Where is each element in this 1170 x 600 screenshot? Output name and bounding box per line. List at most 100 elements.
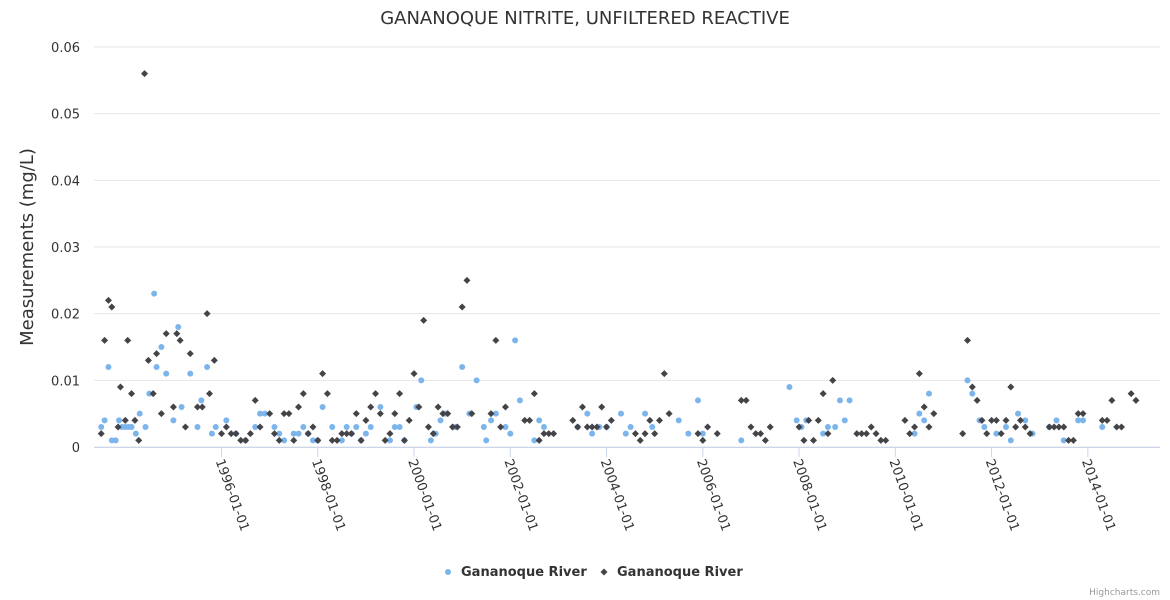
data-point-diamond[interactable] (157, 410, 165, 418)
data-point-circle[interactable] (1022, 417, 1029, 424)
data-point-diamond[interactable] (550, 430, 558, 438)
data-point-diamond[interactable] (603, 423, 611, 431)
data-point-circle[interactable] (675, 417, 682, 424)
data-point-circle[interactable] (507, 430, 514, 437)
data-point-diamond[interactable] (911, 423, 919, 431)
data-point-diamond[interactable] (1117, 423, 1125, 431)
data-point-diamond[interactable] (280, 410, 288, 418)
data-point-circle[interactable] (536, 417, 543, 424)
data-point-circle[interactable] (841, 417, 848, 424)
data-point-diamond[interactable] (497, 423, 505, 431)
data-point-circle[interactable] (836, 397, 843, 404)
data-point-diamond[interactable] (872, 430, 880, 438)
data-point-circle[interactable] (290, 430, 297, 437)
data-point-diamond[interactable] (641, 430, 649, 438)
data-point-diamond[interactable] (1060, 423, 1068, 431)
data-point-circle[interactable] (175, 324, 182, 330)
data-point-circle[interactable] (142, 424, 149, 430)
data-point-diamond[interactable] (198, 403, 206, 411)
data-point-diamond[interactable] (338, 430, 346, 438)
data-point-circle[interactable] (502, 424, 509, 430)
data-point-circle[interactable] (685, 430, 692, 437)
data-point-diamond[interactable] (101, 336, 109, 344)
data-point-circle[interactable] (793, 417, 800, 424)
data-point-diamond[interactable] (713, 430, 721, 438)
data-point-circle[interactable] (911, 430, 918, 437)
data-point-circle[interactable] (208, 430, 215, 437)
data-point-circle[interactable] (112, 437, 119, 444)
data-point-diamond[interactable] (391, 410, 399, 418)
data-point-circle[interactable] (158, 344, 165, 350)
data-point-diamond[interactable] (988, 416, 996, 424)
data-point-circle[interactable] (649, 424, 656, 430)
data-point-circle[interactable] (353, 424, 360, 430)
data-point-diamond[interactable] (665, 410, 673, 418)
data-point-circle[interactable] (820, 430, 827, 437)
data-point-diamond[interactable] (242, 436, 250, 444)
data-point-diamond[interactable] (660, 370, 668, 378)
data-point-diamond[interactable] (357, 436, 365, 444)
data-point-circle[interactable] (1079, 417, 1086, 424)
data-point-circle[interactable] (116, 417, 123, 424)
data-point-diamond[interactable] (299, 390, 307, 398)
data-point-diamond[interactable] (314, 436, 322, 444)
data-point-diamond[interactable] (1045, 423, 1053, 431)
data-point-diamond[interactable] (997, 430, 1005, 438)
data-point-diamond[interactable] (290, 436, 298, 444)
data-point-diamond[interactable] (256, 423, 264, 431)
data-point-diamond[interactable] (275, 436, 283, 444)
data-point-diamond[interactable] (424, 423, 432, 431)
data-point-circle[interactable] (584, 410, 591, 417)
data-point-circle[interactable] (367, 424, 374, 430)
data-point-diamond[interactable] (420, 316, 428, 324)
data-point-diamond[interactable] (1021, 423, 1029, 431)
legend-item-series-1[interactable]: Gananoque River (445, 565, 587, 580)
data-point-diamond[interactable] (593, 423, 601, 431)
data-point-circle[interactable] (329, 424, 336, 430)
data-point-diamond[interactable] (607, 416, 615, 424)
data-point-diamond[interactable] (877, 436, 885, 444)
data-point-diamond[interactable] (578, 403, 586, 411)
data-point-circle[interactable] (589, 430, 596, 437)
data-point-circle[interactable] (187, 370, 194, 377)
data-point-diamond[interactable] (237, 436, 245, 444)
data-point-diamond[interactable] (1055, 423, 1063, 431)
data-point-diamond[interactable] (463, 276, 471, 284)
data-point-diamond[interactable] (131, 416, 139, 424)
data-point-diamond[interactable] (1079, 410, 1087, 418)
data-point-diamond[interactable] (882, 436, 890, 444)
data-point-diamond[interactable] (973, 396, 981, 404)
data-point-diamond[interactable] (598, 403, 606, 411)
data-point-circle[interactable] (617, 410, 624, 417)
data-point-diamond[interactable] (176, 336, 184, 344)
data-point-diamond[interactable] (901, 416, 909, 424)
data-point-circle[interactable] (981, 424, 988, 430)
data-point-diamond[interactable] (410, 370, 418, 378)
data-point-circle[interactable] (1099, 424, 1106, 430)
data-point-diamond[interactable] (915, 370, 923, 378)
data-point-diamond[interactable] (128, 390, 136, 398)
data-point-diamond[interactable] (439, 410, 447, 418)
data-point-circle[interactable] (921, 417, 928, 424)
data-point-diamond[interactable] (270, 430, 278, 438)
data-point-circle[interactable] (832, 424, 839, 430)
data-point-circle[interactable] (136, 410, 143, 417)
data-point-diamond[interactable] (396, 390, 404, 398)
data-point-diamond[interactable] (757, 430, 765, 438)
data-point-diamond[interactable] (444, 410, 452, 418)
data-point-diamond[interactable] (149, 390, 157, 398)
data-point-diamond[interactable] (285, 410, 293, 418)
data-point-diamond[interactable] (458, 303, 466, 311)
data-point-diamond[interactable] (824, 430, 832, 438)
data-point-diamond[interactable] (362, 416, 370, 424)
data-point-diamond[interactable] (862, 430, 870, 438)
data-point-diamond[interactable] (983, 430, 991, 438)
data-point-circle[interactable] (170, 417, 177, 424)
data-point-diamond[interactable] (97, 430, 105, 438)
data-point-diamond[interactable] (526, 416, 534, 424)
data-point-diamond[interactable] (203, 310, 211, 318)
data-point-diamond[interactable] (468, 410, 476, 418)
data-point-circle[interactable] (98, 424, 105, 430)
data-point-diamond[interactable] (959, 430, 967, 438)
data-point-diamond[interactable] (121, 416, 129, 424)
